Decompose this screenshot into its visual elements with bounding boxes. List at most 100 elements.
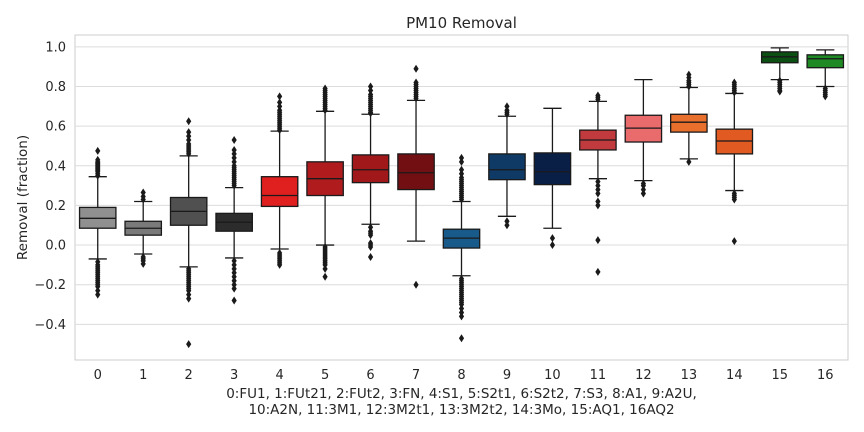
box-5: [306, 84, 344, 281]
y-axis-label: Removal (fraction): [15, 135, 31, 260]
outlier-point: [140, 188, 146, 197]
outlier-point: [458, 312, 465, 321]
box-1: [124, 188, 163, 268]
x-tick-label: 6: [366, 368, 374, 383]
outlier-point: [140, 259, 146, 268]
x-tick-label: 9: [503, 368, 511, 383]
box-8: [442, 153, 481, 343]
outlier-point: [367, 231, 374, 240]
outlier-point: [186, 128, 192, 137]
x-tick-label: 8: [457, 368, 465, 383]
outlier-point: [367, 243, 374, 252]
box-series: [78, 47, 845, 349]
x-tick-label: 3: [230, 368, 238, 383]
y-tick-label: 0.4: [45, 159, 66, 174]
outlier-point: [822, 92, 828, 101]
x-tick-labels: 0 1 2 3 4 5 6 7 8 9 10 11 12 13 14 15 16: [94, 368, 834, 383]
box-2: [169, 117, 208, 349]
box-12: [624, 78, 663, 198]
box-11: [579, 91, 617, 276]
x-tick-label: 11: [590, 368, 607, 383]
outlier-point: [777, 87, 783, 96]
x-tick-label: 5: [321, 368, 329, 383]
y-tick-label: 0.6: [45, 120, 66, 135]
outlier-point: [367, 82, 374, 91]
box-14: [715, 78, 754, 246]
y-tick-labels: −0.4 −0.2 0.0 0.2 0.4 0.6 0.8 1.0: [34, 40, 66, 332]
outlier-point: [231, 296, 237, 305]
outlier-point: [413, 280, 419, 289]
outlier-point: [322, 84, 328, 93]
outlier-point: [277, 98, 283, 107]
box-13: [670, 70, 708, 166]
outlier-point: [549, 234, 556, 243]
outlier-point: [595, 267, 601, 276]
x-axis-label-line-1: 0:FU1, 1:FUt21, 2:FUt2, 3:FN, 4:S1, 5:S2…: [226, 386, 697, 402]
x-tick-label: 4: [275, 368, 283, 383]
outlier-point: [95, 155, 101, 164]
outlier-point: [640, 189, 646, 198]
outlier-point: [504, 221, 510, 230]
box-0: [78, 146, 117, 299]
y-tick-label: 0.0: [45, 239, 66, 254]
box-15: [760, 47, 799, 96]
y-tick-label: −0.4: [34, 318, 66, 333]
box-body: [806, 54, 845, 69]
x-tick-label: 13: [681, 368, 698, 383]
x-tick-label: 16: [817, 368, 834, 383]
outlier-point: [95, 146, 101, 155]
x-tick-label: 12: [635, 368, 652, 383]
box-body: [533, 152, 572, 186]
y-tick-label: −0.2: [34, 278, 66, 293]
outlier-point: [458, 165, 465, 174]
x-tick-label: 2: [185, 368, 193, 383]
outlier-point: [731, 195, 737, 204]
outlier-point: [231, 136, 237, 145]
outlier-point: [186, 294, 192, 303]
outlier-point: [277, 92, 283, 101]
box-body: [397, 153, 435, 191]
outlier-point: [458, 334, 465, 343]
outlier-point: [504, 102, 510, 111]
box-body: [260, 176, 299, 208]
x-tick-label: 7: [412, 368, 420, 383]
x-tick-label: 15: [772, 368, 789, 383]
outlier-point: [322, 264, 328, 273]
outlier-point: [686, 157, 692, 166]
outlier-point: [277, 260, 283, 269]
y-tick-label: 0.8: [45, 80, 66, 95]
outlier-point: [731, 78, 737, 87]
x-tick-label: 14: [726, 368, 743, 383]
x-axis-label-line-2: 10:A2N, 11:3M1, 12:3M2t1, 13:3M2t2, 14:3…: [248, 402, 674, 418]
x-tick-label: 10: [544, 368, 561, 383]
x-tick-label: 1: [139, 368, 147, 383]
outlier-point: [231, 145, 237, 154]
box-body: [488, 153, 526, 181]
box-3: [215, 136, 253, 305]
outlier-point: [595, 201, 601, 210]
outlier-point: [458, 153, 465, 162]
box-6: [351, 82, 390, 261]
outlier-point: [367, 252, 374, 261]
outlier-point: [413, 64, 419, 73]
outlier-point: [186, 117, 192, 126]
box-10: [533, 107, 572, 250]
outlier-point: [549, 241, 556, 250]
outlier-point: [322, 272, 328, 281]
chart-title: PM10 Removal: [406, 14, 517, 32]
box-body: [670, 113, 708, 133]
y-tick-label: 1.0: [45, 40, 66, 55]
x-tick-label: 0: [94, 368, 102, 383]
outlier-point: [413, 78, 419, 87]
box-4: [260, 92, 299, 269]
box-7: [397, 64, 435, 289]
outlier-point: [595, 91, 601, 100]
box-16: [806, 49, 845, 101]
outlier-point: [95, 290, 101, 299]
y-tick-label: 0.2: [45, 199, 66, 214]
outlier-point: [231, 284, 237, 293]
outlier-point: [186, 340, 192, 349]
box-body: [351, 154, 390, 184]
box-9: [488, 102, 526, 230]
outlier-point: [686, 70, 692, 79]
